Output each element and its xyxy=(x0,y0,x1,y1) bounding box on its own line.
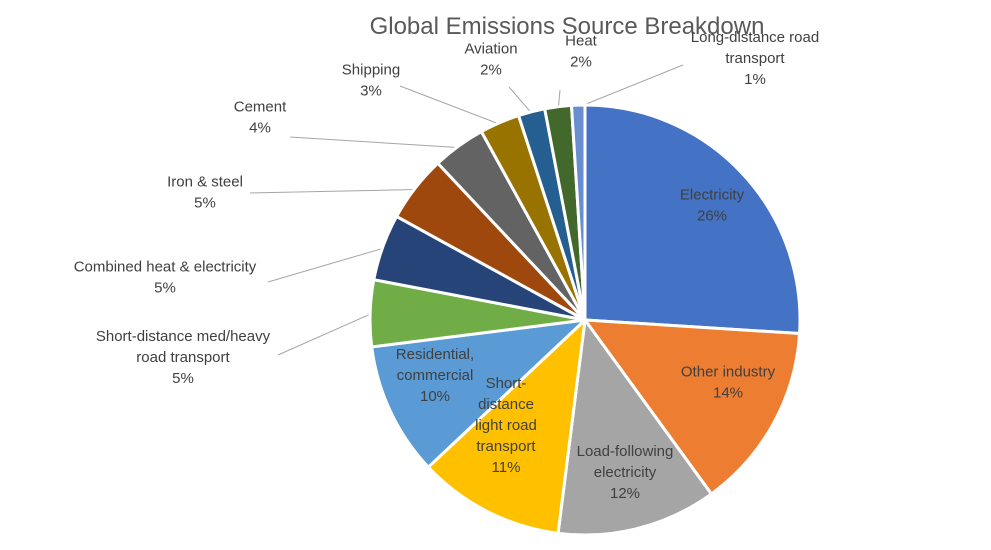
data-label-name: transport xyxy=(476,438,536,455)
leader-line-9 xyxy=(289,136,460,149)
data-label-9: Cement 4% xyxy=(234,99,287,137)
data-label-name: electricity xyxy=(594,464,657,481)
data-label-10: Shipping 3% xyxy=(342,62,400,100)
data-label-2: Other industry 14% xyxy=(681,364,776,402)
data-label-11: Aviation 2% xyxy=(464,41,517,79)
data-label-name: Short- xyxy=(486,375,527,392)
data-label-name: Short-distance med/heavy xyxy=(96,328,271,345)
data-label-name: commercial xyxy=(397,367,474,384)
data-label-name: road transport xyxy=(136,349,230,366)
data-labels: Electricity 26% Other industry 14% Load-foll… xyxy=(74,29,820,502)
leader-line-11 xyxy=(508,86,533,115)
data-label-4: Short-distance light road transport 11% xyxy=(475,375,537,476)
data-label-name: light road xyxy=(475,417,537,434)
data-label-name: distance xyxy=(478,396,534,413)
data-label-percent: 14% xyxy=(713,385,743,402)
data-label-name: Other industry xyxy=(681,364,776,381)
data-label-percent: 1% xyxy=(744,71,766,88)
data-label-percent: 5% xyxy=(154,280,176,297)
pie-slice-13 xyxy=(570,103,587,322)
data-label-5: Residential, commercial 10% xyxy=(396,346,474,405)
data-label-3: Load-following electricity 12% xyxy=(577,443,674,502)
pie-slice-4 xyxy=(426,318,587,535)
data-label-percent: 10% xyxy=(420,388,450,405)
pie-slice-1 xyxy=(583,103,802,335)
pie-slice-2 xyxy=(583,318,802,496)
data-label-name: Shipping xyxy=(342,62,400,79)
data-label-name: Electricity xyxy=(680,187,745,204)
data-label-name: transport xyxy=(725,50,785,67)
pie-slices xyxy=(368,103,802,537)
leader-line-10 xyxy=(399,85,501,125)
data-label-name: Combined heat & electricity xyxy=(74,259,257,276)
pie-slice-3 xyxy=(556,318,713,537)
data-label-percent: 26% xyxy=(697,208,727,225)
data-label-percent: 5% xyxy=(172,370,194,387)
data-label-percent: 2% xyxy=(480,62,502,79)
leader-line-6 xyxy=(277,312,373,356)
data-label-name: Heat xyxy=(565,33,598,50)
leader-line-8 xyxy=(249,188,417,194)
data-label-7: Combined heat & electricity 5% xyxy=(74,259,257,297)
data-label-name: Cement xyxy=(234,99,287,116)
leader-lines xyxy=(249,64,684,356)
pie-slice-5 xyxy=(370,318,587,469)
leader-line-7 xyxy=(267,247,385,283)
data-label-percent: 4% xyxy=(249,120,271,137)
data-label-percent: 2% xyxy=(570,54,592,71)
data-label-percent: 5% xyxy=(194,195,216,212)
data-label-6: Short-distance med/heavy road transport 5% xyxy=(96,328,271,387)
data-label-name: Residential, xyxy=(396,346,474,363)
data-label-percent: 12% xyxy=(610,485,640,502)
leader-line-13 xyxy=(578,64,684,108)
chart-title: Global Emissions Source Breakdown xyxy=(370,13,765,40)
data-label-name: Load-following xyxy=(577,443,674,460)
data-label-name: Aviation xyxy=(464,41,517,58)
data-label-name: Long-distance road xyxy=(691,29,819,46)
data-label-13: Long-distance road transport 1% xyxy=(691,29,819,88)
data-label-8: Iron & steel 5% xyxy=(167,174,243,212)
data-label-12: Heat 2% xyxy=(565,33,598,71)
data-label-1: Electricity 26% xyxy=(680,187,745,225)
data-label-percent: 11% xyxy=(492,459,521,476)
data-label-percent: 3% xyxy=(360,83,382,100)
data-label-name: Iron & steel xyxy=(167,174,243,191)
